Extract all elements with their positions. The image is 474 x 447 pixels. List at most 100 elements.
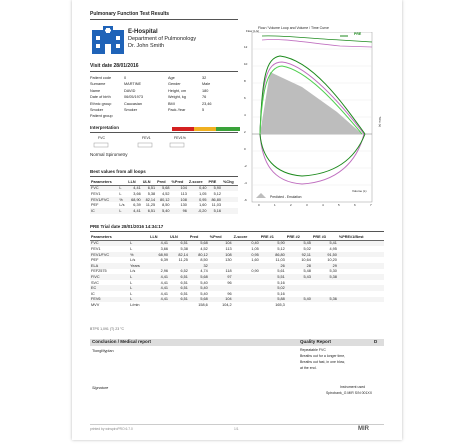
table-cell: 4,52 (162, 191, 170, 196)
quality-line: at the end. (300, 366, 317, 370)
table-cell: 5,40 (200, 286, 208, 291)
table-cell: 5,12 (277, 246, 285, 251)
table-cell: 158,6 (198, 302, 208, 307)
quality-line: Breaths out for a longer time, (300, 354, 346, 358)
table-cell: 10,20 (327, 258, 337, 263)
table-cell: 5,38 (147, 191, 156, 196)
table-cell: 28 (306, 263, 311, 268)
table-cell: L (119, 191, 122, 196)
table-cell: 11,03 (275, 258, 285, 263)
table-cell: 5,40 (303, 297, 311, 302)
table-cell: 96 (227, 291, 232, 296)
interp-scale (172, 127, 240, 131)
column-header: LLN (127, 179, 142, 186)
column-header: Pred (156, 179, 171, 186)
column-header: ULN (169, 234, 189, 241)
column-header: %Pred (170, 179, 188, 186)
table-cell: 6,51 (180, 241, 188, 246)
patient-label: Date of birth (90, 95, 111, 100)
column-header: Pred (188, 234, 209, 241)
patient-label: Name (90, 88, 101, 93)
section-title: PRE Trial date 28/01/2016 14:34:17 (90, 224, 164, 229)
table-cell: FVC (91, 186, 99, 191)
footer-text: printed by winspiroPRO 6.7.0 (90, 427, 133, 431)
table-cell: 104,2 (222, 302, 232, 307)
table-cell: 80,12 (198, 252, 208, 257)
page-number: 1/1 (234, 427, 239, 431)
header-row: Parameters LLN ULN Pred %Pred Z-score PRE %Chg (90, 179, 238, 186)
patient-value: DAVID (124, 88, 136, 93)
conclusion-bar (90, 339, 384, 346)
table-cell: 11,25 (145, 203, 156, 208)
table-cell: L/s (119, 203, 125, 208)
interp-label: FEV1% (174, 136, 186, 140)
x-tick-label: 7 (370, 203, 372, 207)
table-cell (233, 302, 260, 308)
table-cell: 4,95 (329, 246, 337, 251)
table-cell: 91,50 (327, 252, 337, 257)
best-table: Parameters LLN ULN Pred %Pred Z-score PRE %Chg F… (90, 179, 238, 214)
y-tick-label: 6 (244, 96, 246, 100)
visit-date: Visit date 28/01/2016 (90, 63, 139, 69)
table-cell: 5,48 (303, 269, 311, 274)
y-tick-label: 0 (244, 147, 246, 151)
column-header: PRE #2 (285, 234, 312, 241)
hospital-name: E-Hospital (128, 29, 158, 35)
table-cell (222, 208, 238, 214)
table-cell: 118 (225, 269, 232, 274)
table-cell: 0,95 (199, 197, 207, 202)
column-header: Z-score (187, 179, 208, 186)
table-cell: 6,39 (160, 258, 168, 263)
table-cell: 6,51 (180, 274, 188, 279)
table-cell: 4,52 (200, 246, 208, 251)
divider (90, 132, 238, 133)
x-tick-label: 0 (258, 203, 260, 207)
patient-value: 23,46 (202, 101, 212, 106)
table-cell: % (130, 252, 134, 257)
interp-label: FVC (98, 136, 105, 140)
section-title: Interpretation (90, 125, 120, 130)
section-title: Conclusion / Medical report (92, 339, 152, 344)
table-cell: % (119, 197, 123, 202)
report-title: Pulmonary Function Test Results (90, 11, 170, 17)
patient-label: Patient code (90, 76, 112, 80)
x-tick-label: 4 (322, 203, 324, 207)
table-cell: 130 (180, 203, 187, 208)
patient-value: 32 (202, 76, 207, 80)
table-cell: 4,41 (160, 297, 168, 302)
table-cell: 68,90 (158, 252, 168, 257)
table-row: IC L 4,41 6,51 5,40 96 5,16 (90, 291, 384, 297)
table-cell: Years (130, 263, 140, 268)
table-row: FEV6 L 4,41 6,51 5,68 104 5,88 5,40 5,36 (90, 296, 384, 303)
axis-label: Flow (L/s) (246, 29, 260, 33)
table-cell (169, 302, 189, 308)
table-cell: 0,40 (251, 241, 259, 246)
table-cell: 6,51 (147, 186, 156, 191)
table-row: EC L 4,41 6,51 5,40 5,02 (90, 285, 384, 291)
patient-value: Male (202, 82, 211, 87)
table-cell: L/s (130, 258, 136, 263)
table-cell: 97 (227, 274, 232, 279)
table-cell: 1,60 (251, 258, 259, 263)
y-tick-label: -6 (244, 198, 247, 202)
table-cell: 29 (332, 263, 337, 268)
table-cell: 5,68 (162, 186, 170, 191)
table-cell: 11,03 (211, 203, 221, 208)
table-cell: FEF2575 (91, 269, 107, 274)
table-cell: 113 (180, 191, 187, 196)
divider (90, 176, 238, 177)
interp-result: Normal Spirometry (90, 152, 128, 157)
table-cell (149, 302, 169, 308)
trial-table: Parameters LLN ULN Pred %Pred Z-score PRE #1 PR… (90, 234, 384, 308)
table-cell: 4,41 (160, 280, 168, 285)
patient-label: BMI (168, 101, 175, 106)
table-cell: L (130, 246, 133, 251)
patient-label: Ethnic group (90, 101, 112, 106)
quality-line: Breaths out fast, in one blow, (300, 360, 345, 364)
table-cell: 5,88 (277, 297, 285, 302)
patient-label: Weight, kg (168, 95, 186, 100)
table-row: MVV L/min 158,6 104,2 165,3 (90, 302, 384, 308)
patient-value: 5 (202, 108, 205, 112)
table-cell: 68,90 (131, 197, 141, 202)
